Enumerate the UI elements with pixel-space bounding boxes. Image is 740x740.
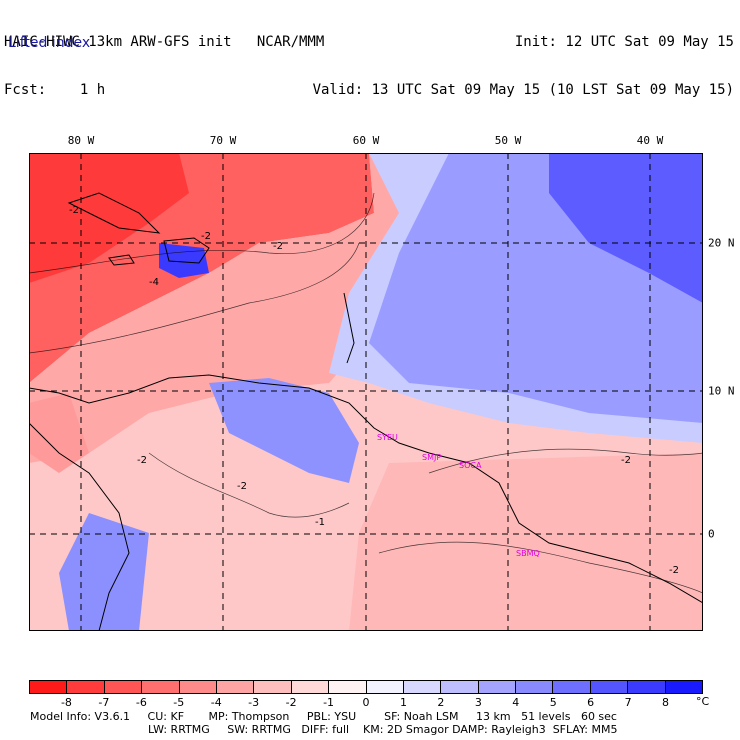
header-left: HAIC-HIWC 13km ARW-GFS init NCAR/MMM Fcs… bbox=[4, 2, 324, 114]
contour-label: -2 bbox=[137, 455, 147, 466]
region-strong-negative bbox=[29, 153, 189, 283]
colorbar-tick-label: 4 bbox=[512, 696, 520, 709]
colorbar-swatch bbox=[254, 681, 292, 693]
header-right: Init: 12 UTC Sat 09 May 15 Valid: 13 UTC… bbox=[313, 2, 734, 114]
colorbar-tick-label: -3 bbox=[248, 696, 260, 709]
region-venezuela-positive bbox=[209, 378, 359, 483]
lon-label-80w: 80 W bbox=[67, 134, 95, 147]
city-label-sbmq: SBMQ bbox=[516, 549, 540, 558]
contour-label: -2 bbox=[621, 455, 631, 466]
region-brazil-negative bbox=[349, 453, 703, 631]
colorbar-swatch bbox=[142, 681, 180, 693]
contour-label: -2 bbox=[273, 241, 283, 252]
lon-label-50w: 50 W bbox=[494, 134, 522, 147]
city-label-smjp: SMJP bbox=[422, 453, 441, 462]
colorbar-tick-label: -5 bbox=[173, 696, 185, 709]
city-label-soca: SOCA bbox=[459, 461, 482, 470]
colorbar-swatch bbox=[291, 681, 330, 693]
colorbar-swatch bbox=[665, 681, 703, 693]
colorbar-tick-label: 1 bbox=[399, 696, 407, 709]
colorbar bbox=[29, 680, 703, 694]
contour-label: -4 bbox=[149, 277, 159, 288]
colorbar-swatch bbox=[329, 681, 367, 693]
region-moderate-negative bbox=[29, 153, 419, 463]
map-frame bbox=[29, 153, 703, 631]
colorbar-swatch bbox=[590, 681, 629, 693]
colorbar-tick-label: -6 bbox=[135, 696, 147, 709]
init-time: Init: 12 UTC Sat 09 May 15 bbox=[514, 34, 734, 50]
model-info-line2: LW: RRTMG SW: RRTMG DIFF: full KM: 2D Sm… bbox=[148, 723, 618, 736]
city-label-syeu: SYEU bbox=[377, 433, 398, 442]
region-hispaniola-positive bbox=[159, 243, 209, 278]
lifted-index-map: -2 -2 -4 -2 -2 -2 -1 -2 -2 SYEU SMJP SOC… bbox=[29, 153, 703, 631]
colorbar-swatch bbox=[553, 681, 591, 693]
lat-label-0: 0 bbox=[708, 527, 715, 541]
colorbar-tick-label: 3 bbox=[474, 696, 482, 709]
colorbar-tick-label: -7 bbox=[98, 696, 110, 709]
colorbar-swatch bbox=[179, 681, 217, 693]
model-title: HAIC-HIWC 13km ARW-GFS init NCAR/MMM bbox=[4, 34, 325, 50]
colorbar-swatch bbox=[30, 681, 68, 693]
valid-time: Valid: 13 UTC Sat 09 May 15 (10 LST Sat … bbox=[312, 82, 734, 98]
field-title: Lifted index bbox=[8, 35, 91, 51]
colorbar-tick-label: 6 bbox=[587, 696, 595, 709]
contour-label: -2 bbox=[201, 231, 211, 242]
colorbar-swatch bbox=[216, 681, 255, 693]
colorbar-swatch bbox=[366, 681, 404, 693]
lon-label-70w: 70 W bbox=[209, 134, 237, 147]
lat-label-10n: 10 N bbox=[708, 384, 735, 398]
coast-cuba bbox=[67, 192, 161, 234]
contour-label: -2 bbox=[669, 565, 679, 576]
colorbar-swatch bbox=[441, 681, 479, 693]
lat-label-20n: 20 N bbox=[708, 236, 735, 250]
region-atlantic-strong-positive bbox=[549, 153, 703, 303]
colorbar-tick-label: 0 bbox=[362, 696, 370, 709]
colorbar-tick-label: 8 bbox=[662, 696, 670, 709]
colorbar-swatch bbox=[628, 681, 666, 693]
colorbar-swatch bbox=[403, 681, 442, 693]
colorbar-tick-label: 5 bbox=[549, 696, 557, 709]
colorbar-tick-label: 7 bbox=[624, 696, 632, 709]
colorbar-tick-label: 2 bbox=[437, 696, 445, 709]
coast-pacific bbox=[29, 422, 130, 631]
colorbar-tick-label: -4 bbox=[210, 696, 222, 709]
contour-label: -2 bbox=[69, 205, 79, 216]
contour-label: -2 bbox=[237, 481, 247, 492]
coast-south-america bbox=[29, 374, 703, 604]
contours bbox=[29, 192, 703, 594]
coastlines bbox=[29, 192, 703, 631]
colorbar-swatch bbox=[104, 681, 143, 693]
forecast-hour: Fcst: 1 h bbox=[4, 82, 106, 98]
lon-label-40w: 40 W bbox=[636, 134, 664, 147]
coast-hispaniola bbox=[163, 237, 210, 264]
colorbar-unit: °C bbox=[696, 695, 710, 708]
contour-label: -1 bbox=[315, 517, 325, 528]
colorbar-tick-label: -8 bbox=[60, 696, 72, 709]
colorbar-swatch bbox=[67, 681, 105, 693]
graticule bbox=[29, 153, 703, 631]
coast-jamaica bbox=[108, 254, 135, 266]
colorbar-tick-label: -2 bbox=[285, 696, 297, 709]
lon-label-60w: 60 W bbox=[352, 134, 380, 147]
colorbar-tick-label: -1 bbox=[323, 696, 335, 709]
region-central-america bbox=[29, 393, 89, 473]
colorbar-swatch bbox=[478, 681, 517, 693]
colorbar-swatch bbox=[516, 681, 554, 693]
coast-lesser-antilles bbox=[343, 292, 355, 364]
model-info-line1: Model Info: V3.6.1 CU: KF MP: Thompson P… bbox=[30, 710, 617, 723]
